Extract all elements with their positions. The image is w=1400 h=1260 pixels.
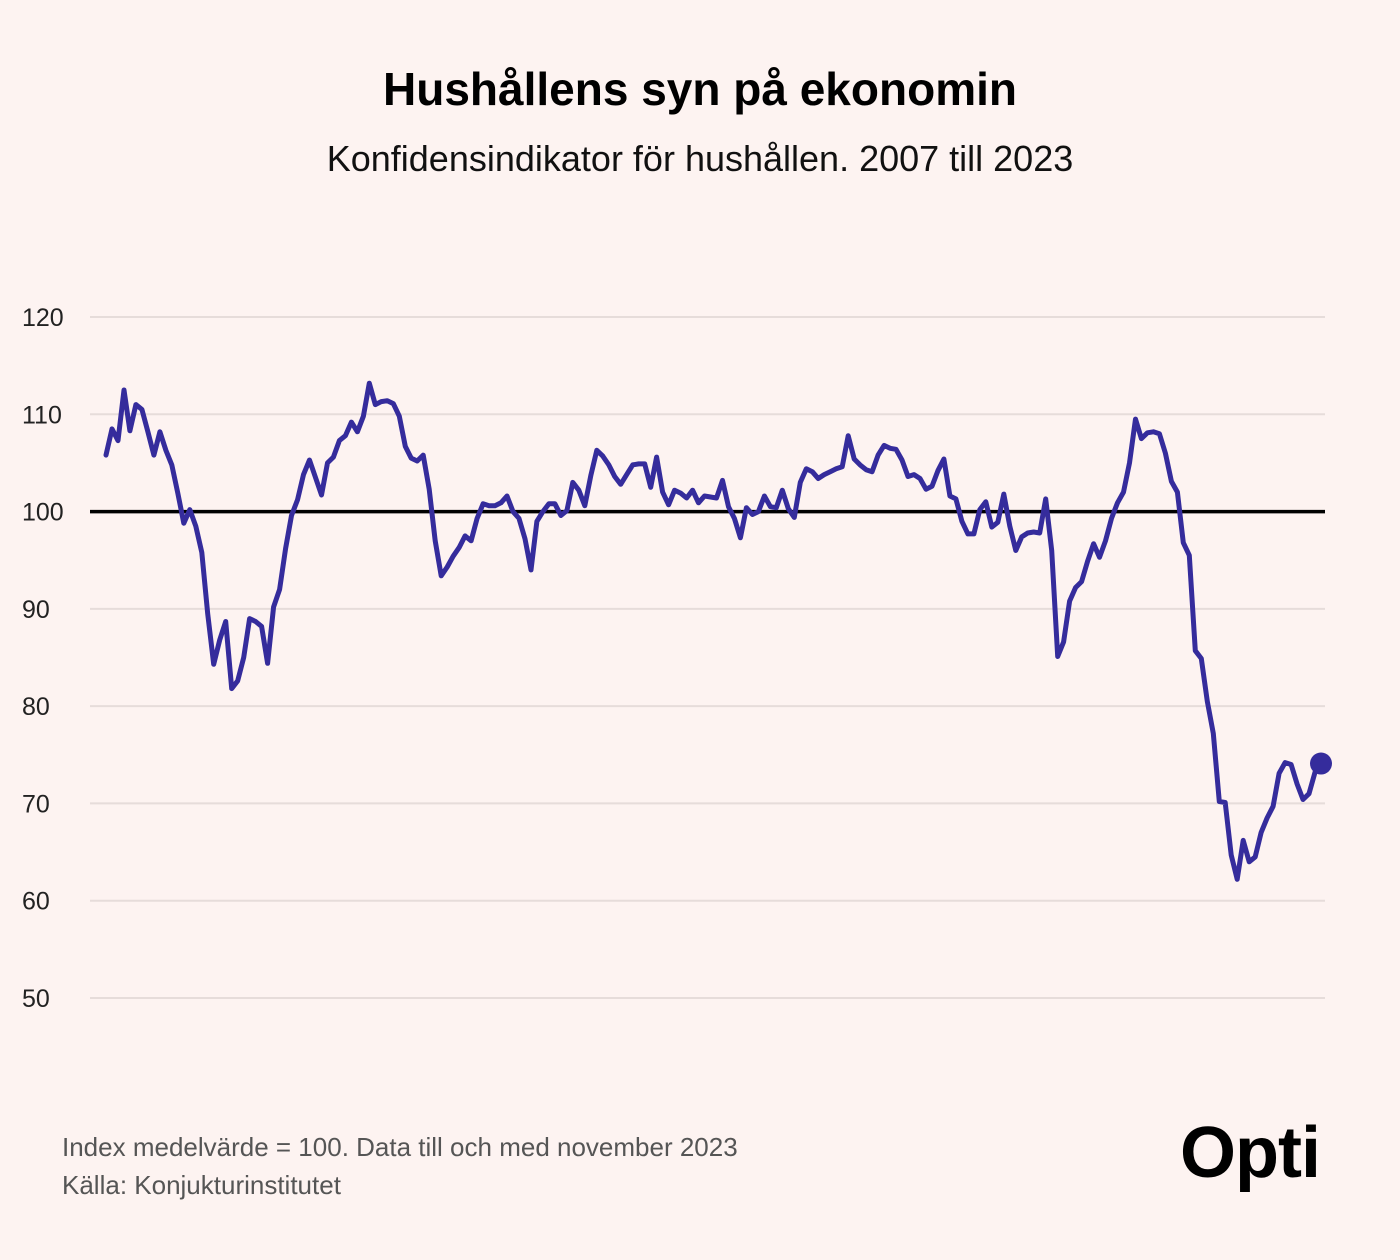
y-tick-label: 110 (22, 401, 62, 429)
y-tick-label: 90 (22, 596, 50, 624)
series-line (103, 380, 1324, 882)
y-axis-ticks: 120 110 100 90 80 70 60 50 (22, 304, 64, 1013)
source-note: Källa: Konjukturinstitutet (62, 1170, 341, 1200)
y-tick-label: 80 (22, 693, 50, 721)
last-point-marker (1310, 752, 1332, 775)
footnote: Index medelvärde = 100. Data till och me… (62, 1132, 738, 1162)
grid-lines (90, 316, 1325, 999)
y-tick-label: 120 (22, 304, 64, 332)
y-tick-label: 100 (22, 499, 64, 527)
y-tick-label: 60 (22, 888, 50, 916)
opti-logo: Opti (1180, 1113, 1321, 1193)
series-group (103, 380, 1332, 882)
chart-title: Hushållens syn på ekonomin (383, 63, 1017, 115)
y-tick-label: 70 (22, 790, 50, 818)
chart-subtitle: Konfidensindikator för hushållen. 2007 t… (326, 138, 1074, 179)
y-tick-label: 50 (22, 985, 50, 1013)
